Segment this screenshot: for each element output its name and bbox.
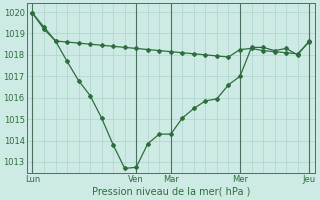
X-axis label: Pression niveau de la mer( hPa ): Pression niveau de la mer( hPa ) [92, 187, 250, 197]
